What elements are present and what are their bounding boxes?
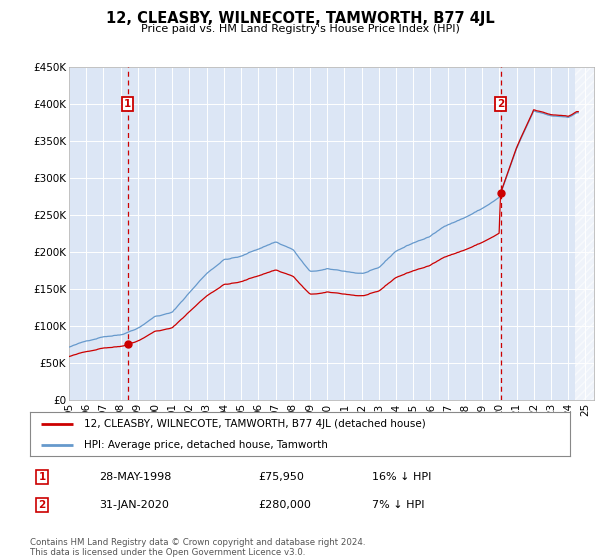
Text: 12, CLEASBY, WILNECOTE, TAMWORTH, B77 4JL (detached house): 12, CLEASBY, WILNECOTE, TAMWORTH, B77 4J… [84, 419, 426, 429]
Text: 2: 2 [497, 99, 505, 109]
Text: 12, CLEASBY, WILNECOTE, TAMWORTH, B77 4JL: 12, CLEASBY, WILNECOTE, TAMWORTH, B77 4J… [106, 11, 494, 26]
Text: 1: 1 [124, 99, 131, 109]
Text: £280,000: £280,000 [258, 500, 311, 510]
Text: 1: 1 [38, 472, 46, 482]
Text: HPI: Average price, detached house, Tamworth: HPI: Average price, detached house, Tamw… [84, 440, 328, 450]
Text: Contains HM Land Registry data © Crown copyright and database right 2024.
This d: Contains HM Land Registry data © Crown c… [30, 538, 365, 557]
Text: 2: 2 [38, 500, 46, 510]
Text: 28-MAY-1998: 28-MAY-1998 [99, 472, 172, 482]
Bar [575, 67, 594, 400]
Text: Price paid vs. HM Land Registry's House Price Index (HPI): Price paid vs. HM Land Registry's House … [140, 24, 460, 34]
Text: 7% ↓ HPI: 7% ↓ HPI [372, 500, 425, 510]
Text: £75,950: £75,950 [258, 472, 304, 482]
Text: 16% ↓ HPI: 16% ↓ HPI [372, 472, 431, 482]
Text: 31-JAN-2020: 31-JAN-2020 [99, 500, 169, 510]
